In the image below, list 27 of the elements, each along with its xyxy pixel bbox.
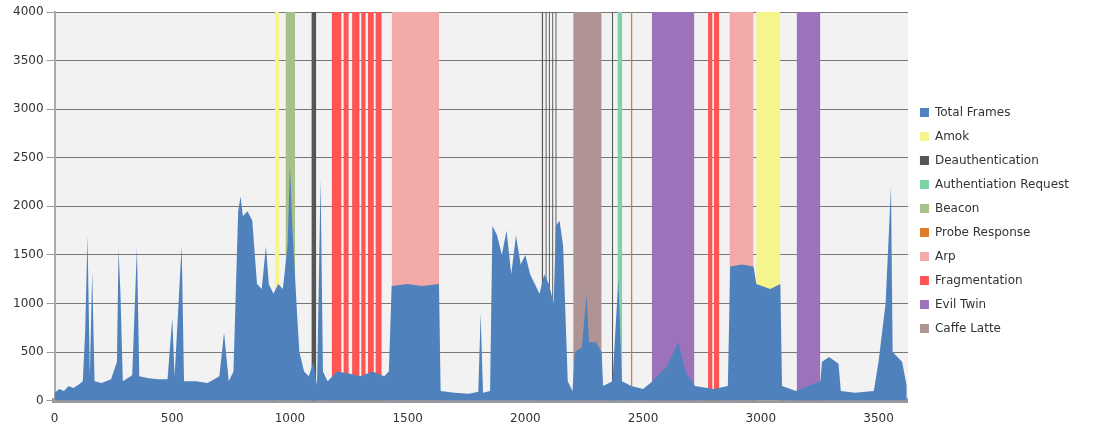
y-tick-label: 1000	[12, 295, 44, 310]
y-tick-label: 0	[35, 392, 44, 407]
x-tick-label: 3500	[863, 410, 894, 425]
y-tick-label: 3500	[12, 52, 44, 67]
legend-label: Evil Twin	[934, 296, 987, 311]
x-tick-label: 1500	[392, 410, 423, 425]
legend-label: Beacon	[934, 200, 980, 215]
x-tick-label: 1000	[274, 410, 306, 425]
x-tick-label: 0	[50, 410, 59, 425]
x-tick-label: 2000	[510, 410, 541, 425]
legend-label: Arp	[934, 248, 956, 263]
y-tick-label: 1500	[12, 247, 44, 261]
legend-label: Total Frames	[933, 104, 1011, 119]
y-tick-label: 2000	[12, 198, 44, 213]
y-tick-label: 2500	[12, 149, 44, 164]
y-tick-label: 4000	[12, 4, 44, 19]
legend-label: Deauthentication	[934, 152, 1039, 167]
x-tick-label: 3000	[745, 410, 777, 425]
x-tick-label: 500	[160, 410, 184, 425]
y-tick-label: 500	[20, 344, 44, 359]
x-tick-label: 2500	[627, 410, 659, 425]
legend-label: Amok	[934, 128, 970, 143]
legend-label: Caffe Latte	[934, 320, 1001, 335]
legend-label: Fragmentation	[934, 272, 1023, 287]
legend-label: Probe Response	[934, 224, 1031, 239]
legend-label: Authentiation Request	[934, 176, 1070, 191]
y-tick-label: 3000	[12, 101, 44, 116]
